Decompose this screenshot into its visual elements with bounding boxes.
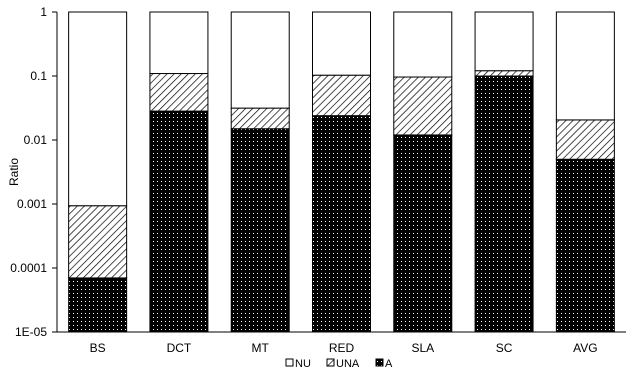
y-axis-label: Ratio xyxy=(7,158,21,186)
category-labels: BS DCT MT RED SLA SC AVG xyxy=(90,341,598,355)
bar-segment-a-sla xyxy=(393,134,453,333)
bar-segment-una-sc xyxy=(474,70,534,77)
bar-segment-nu-dct xyxy=(149,11,209,75)
bar-segment-una-red xyxy=(312,74,371,117)
y-ticks: 1 0.1 0.01 0.001 0.0001 1E-05 xyxy=(10,5,57,339)
y-tick-label: 1E-05 xyxy=(15,325,47,339)
bar-segment-una-dct xyxy=(149,73,209,112)
x-tick-label: RED xyxy=(329,341,355,355)
x-tick-label: SLA xyxy=(411,341,434,355)
legend: NU UNA A xyxy=(285,358,393,370)
bar-segment-a-mt xyxy=(230,128,290,333)
x-tick-label: SC xyxy=(496,341,513,355)
x-tick-label: MT xyxy=(252,341,270,355)
bar-segment-nu-red xyxy=(312,11,371,76)
bar-segment-a-bs xyxy=(68,277,128,333)
legend-label-nu: NU xyxy=(295,358,311,370)
bar-segment-nu-avg xyxy=(555,11,615,121)
bar-segment-nu-sc xyxy=(474,11,534,72)
legend-label-a: A xyxy=(385,358,393,370)
bar-segment-una-mt xyxy=(230,107,290,130)
bar-segment-una-sla xyxy=(393,76,453,136)
bar-segment-una-avg xyxy=(555,119,615,160)
bar-segment-nu-sla xyxy=(393,11,453,78)
legend-swatch-a xyxy=(375,358,384,367)
bar-segment-nu-bs xyxy=(68,11,128,207)
legend-swatch-una xyxy=(326,358,335,367)
legend-label-una: UNA xyxy=(336,358,360,370)
x-tick-label: DCT xyxy=(167,341,192,355)
x-tick-label: AVG xyxy=(573,341,597,355)
bar-segment-a-red xyxy=(312,115,371,333)
bar-segment-a-sc xyxy=(474,75,534,333)
x-tick-label: BS xyxy=(90,341,106,355)
legend-swatch-nu xyxy=(285,358,294,367)
y-tick-label: 0.01 xyxy=(24,133,48,147)
y-tick-label: 0.0001 xyxy=(10,261,47,275)
bar-segment-a-avg xyxy=(555,158,615,333)
bar-segment-a-dct xyxy=(149,110,209,333)
y-tick-label: 0.001 xyxy=(17,197,47,211)
bars xyxy=(68,11,615,333)
bar-segment-nu-mt xyxy=(230,11,290,109)
bar-segment-una-bs xyxy=(68,205,128,279)
y-tick-label: 0.1 xyxy=(30,69,47,83)
y-tick-label: 1 xyxy=(40,5,47,19)
